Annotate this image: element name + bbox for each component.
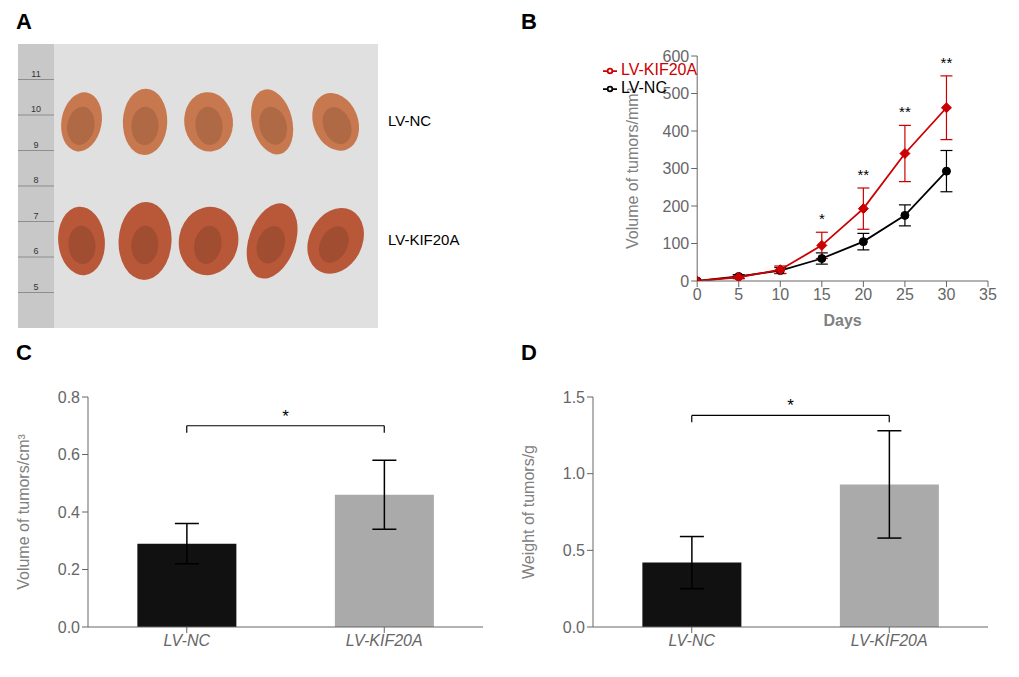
svg-text:**: ** — [941, 54, 953, 71]
svg-text:1.5: 1.5 — [563, 389, 585, 406]
svg-text:0.0: 0.0 — [563, 619, 585, 636]
svg-text:*: * — [282, 407, 289, 426]
svg-text:20: 20 — [854, 286, 872, 303]
svg-text:400: 400 — [662, 123, 689, 140]
svg-text:**: ** — [899, 103, 911, 120]
svg-text:0.5: 0.5 — [563, 542, 585, 559]
svg-text:8: 8 — [33, 175, 38, 185]
svg-text:**: ** — [858, 166, 870, 183]
html-text:A: A — [16, 9, 32, 34]
svg-text:35: 35 — [979, 286, 997, 303]
svg-text:500: 500 — [662, 85, 689, 102]
svg-text:Weight of tumors/g: Weight of tumors/g — [520, 445, 537, 579]
html-text:D: D — [521, 340, 537, 365]
html-text:B: B — [521, 9, 537, 34]
svg-text:600: 600 — [662, 48, 689, 65]
svg-text:0.4: 0.4 — [58, 504, 80, 521]
svg-text:100: 100 — [662, 235, 689, 252]
svg-text:0.0: 0.0 — [58, 619, 80, 636]
svg-text:LV-NC: LV-NC — [388, 112, 431, 129]
svg-text:15: 15 — [813, 286, 831, 303]
html-text:LV-NC: LV-NC — [621, 79, 667, 96]
svg-text:0.6: 0.6 — [58, 446, 80, 463]
svg-text:10: 10 — [31, 104, 41, 114]
svg-text:300: 300 — [662, 160, 689, 177]
svg-text:*: * — [819, 210, 825, 227]
svg-text:6: 6 — [33, 246, 38, 256]
svg-text:30: 30 — [938, 286, 956, 303]
svg-text:5: 5 — [734, 286, 743, 303]
svg-text:LV-NC: LV-NC — [163, 632, 210, 649]
svg-text:0: 0 — [680, 273, 689, 290]
svg-text:*: * — [787, 396, 794, 415]
svg-text:7: 7 — [33, 211, 38, 221]
svg-text:Days: Days — [823, 312, 861, 329]
html-text:C: C — [16, 340, 32, 365]
svg-text:5: 5 — [33, 282, 38, 292]
svg-text:0.8: 0.8 — [58, 389, 80, 406]
svg-text:11: 11 — [31, 69, 40, 79]
svg-text:LV-KIF20A: LV-KIF20A — [346, 632, 423, 649]
html-text:LV-KIF20A: LV-KIF20A — [621, 61, 698, 78]
svg-text:25: 25 — [896, 286, 914, 303]
svg-text:Volume of tumors/mm³: Volume of tumors/mm³ — [624, 87, 641, 249]
svg-text:9: 9 — [33, 140, 38, 150]
svg-text:200: 200 — [662, 198, 689, 215]
svg-text:1.0: 1.0 — [563, 465, 585, 482]
svg-text:0.2: 0.2 — [58, 561, 80, 578]
svg-text:LV-KIF20A: LV-KIF20A — [851, 632, 928, 649]
svg-text:LV-KIF20A: LV-KIF20A — [388, 231, 459, 248]
svg-text:LV-NC: LV-NC — [668, 632, 715, 649]
svg-text:0: 0 — [693, 286, 702, 303]
svg-text:10: 10 — [771, 286, 789, 303]
svg-text:Volume of tumors/cm³: Volume of tumors/cm³ — [15, 434, 32, 590]
